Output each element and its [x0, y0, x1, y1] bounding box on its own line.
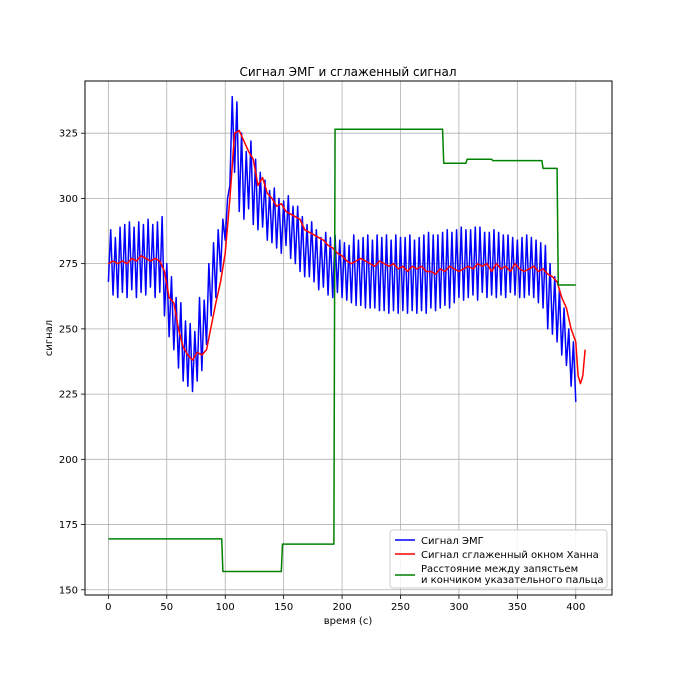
y-tick-label: 175 — [59, 520, 78, 531]
x-tick-label: 50 — [160, 602, 173, 613]
legend-box — [389, 529, 608, 589]
legend-label-distance: Расстояние между запястьем и кончиком ука… — [421, 564, 604, 586]
x-tick-label: 150 — [274, 602, 293, 613]
y-tick-label: 300 — [59, 194, 78, 205]
y-tick-label: 150 — [59, 585, 78, 596]
series-lines — [107, 95, 586, 573]
wrist-finger-distance-line — [108, 128, 576, 573]
x-tick-label: 200 — [333, 602, 352, 613]
legend-label-smoothed: Сигнал сглаженный окном Ханна — [421, 550, 599, 561]
plot-frame — [84, 80, 613, 596]
x-tick-label: 100 — [216, 602, 235, 613]
y-tick-label: 275 — [59, 259, 78, 270]
y-tick-label: 325 — [59, 129, 78, 140]
y-tick-label: 225 — [59, 390, 78, 401]
x-axis-label: время (с) — [324, 616, 373, 627]
emg-signal-line — [107, 95, 577, 402]
y-tick-label: 250 — [59, 324, 78, 335]
x-tick-label: 0 — [105, 602, 111, 613]
axis-ticks: 0 50 100 150 200 250 300 350 400 150 175 200 225 250 2… — [59, 129, 585, 613]
x-tick-label: 400 — [566, 602, 585, 613]
chart-title: Сигнал ЭМГ и сглаженный сигнал — [239, 65, 456, 79]
x-tick-label: 300 — [449, 602, 468, 613]
y-axis-label: сигнал — [44, 320, 55, 356]
x-tick-label: 350 — [508, 602, 527, 613]
legend-label-emg: Сигнал ЭМГ — [421, 536, 484, 547]
hann-smoothed-line — [108, 129, 586, 385]
y-tick-label: 200 — [59, 455, 78, 466]
legend: Сигнал ЭМГ Сигнал сглаженный окном Ханна… — [389, 529, 608, 589]
x-tick-label: 250 — [391, 602, 410, 613]
